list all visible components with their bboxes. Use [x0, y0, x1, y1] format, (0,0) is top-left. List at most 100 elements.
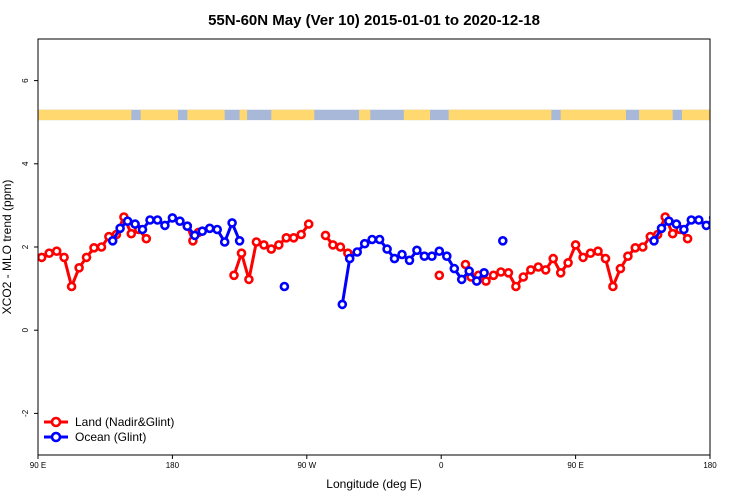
legend-swatch-marker	[50, 431, 62, 443]
data-point	[74, 262, 84, 273]
strip-land-band	[271, 109, 315, 121]
data-point	[227, 218, 237, 228]
strip-land-band	[187, 109, 225, 121]
data-point	[335, 242, 346, 252]
data-point	[397, 249, 407, 260]
series-ocean	[107, 213, 710, 310]
plot-frame	[37, 38, 711, 456]
data-point	[279, 281, 290, 292]
data-point	[190, 230, 200, 241]
data-point	[145, 215, 155, 225]
data-point	[649, 236, 659, 246]
data-point	[296, 229, 307, 240]
data-point	[234, 236, 245, 246]
data-point	[89, 243, 99, 253]
data-point	[449, 263, 460, 274]
data-point	[600, 253, 611, 264]
strip-land-band	[639, 109, 673, 121]
data-point	[259, 240, 269, 250]
y-axis: -2 0 2 4 6	[21, 78, 38, 417]
x-axis-label: Longitude (deg E)	[326, 477, 421, 491]
legend-swatch-marker	[50, 416, 62, 428]
x-tick-label: 90 E	[567, 461, 583, 470]
strip-land-band	[448, 109, 552, 121]
x-tick-label: 180	[703, 461, 717, 470]
data-point	[656, 223, 667, 234]
y-tick-label: 0	[21, 327, 30, 332]
x-tick-label: 90 W	[297, 461, 316, 470]
data-point	[563, 257, 573, 268]
data-point	[464, 266, 475, 276]
data-point	[593, 246, 603, 256]
data-point	[244, 274, 254, 285]
data-point	[615, 263, 626, 274]
series-land	[38, 212, 693, 292]
data-point	[122, 216, 133, 226]
data-point	[44, 248, 55, 258]
data-point	[212, 224, 222, 235]
data-point	[419, 251, 430, 262]
data-point	[481, 276, 491, 286]
data-point	[389, 253, 400, 264]
data-point	[708, 214, 710, 221]
data-point	[701, 220, 710, 231]
data-point	[664, 216, 674, 226]
data-point	[382, 244, 392, 254]
data-point	[533, 262, 544, 272]
y-axis-label: XCO2 - MLO trend (ppm)	[0, 180, 14, 315]
legend-label: Land (Nadir&Glint)	[75, 415, 174, 429]
data-point	[352, 247, 363, 257]
data-point	[686, 215, 697, 225]
legend-item: Land (Nadir&Glint)	[44, 415, 174, 429]
data-point	[197, 226, 208, 236]
data-point	[679, 224, 689, 235]
data-point	[66, 281, 77, 292]
data-point	[367, 234, 377, 245]
data-point	[511, 281, 521, 292]
y-tick-label: -2	[21, 409, 30, 417]
data-point	[281, 233, 292, 243]
data-point	[488, 270, 499, 281]
strip-land-band	[239, 109, 248, 121]
strip-land-band	[38, 109, 132, 121]
chart-title: 55N-60N May (Ver 10) 2015-01-01 to 2020-…	[208, 12, 540, 29]
data-point	[96, 242, 107, 252]
data-point	[471, 276, 482, 286]
data-point	[682, 233, 693, 244]
x-tick-label: 180	[166, 461, 180, 470]
strip-land-band	[359, 109, 371, 121]
land-ocean-strip	[38, 109, 710, 121]
data-point	[219, 237, 230, 247]
data-point	[175, 216, 185, 226]
strip-land-band	[140, 109, 178, 121]
data-point	[374, 234, 385, 245]
data-point	[126, 228, 137, 239]
data-point	[693, 215, 704, 225]
legend: Land (Nadir&Glint)Ocean (Glint)	[44, 415, 174, 444]
data-point	[337, 299, 348, 310]
data-point	[456, 274, 467, 285]
data-point	[667, 228, 678, 239]
y-tick-label: 4	[21, 161, 30, 166]
data-point	[303, 219, 314, 229]
data-point	[107, 236, 118, 246]
x-axis: 90 E 180 90 W 0 90 E 180	[30, 455, 717, 470]
data-point	[344, 253, 355, 264]
data-point	[81, 252, 92, 263]
data-point	[585, 248, 596, 258]
x-tick-label: 0	[439, 461, 444, 470]
data-point	[497, 236, 508, 246]
data-point	[479, 267, 489, 278]
data-point	[578, 252, 588, 263]
data-point	[503, 267, 514, 278]
data-point	[570, 240, 581, 250]
strip-land-band	[560, 109, 626, 121]
data-point	[518, 272, 529, 282]
data-point	[359, 238, 370, 249]
data-point	[434, 246, 445, 256]
x-tick-label: 90 E	[30, 461, 46, 470]
data-point	[540, 265, 551, 275]
data-point	[623, 251, 633, 262]
data-point	[525, 265, 536, 275]
